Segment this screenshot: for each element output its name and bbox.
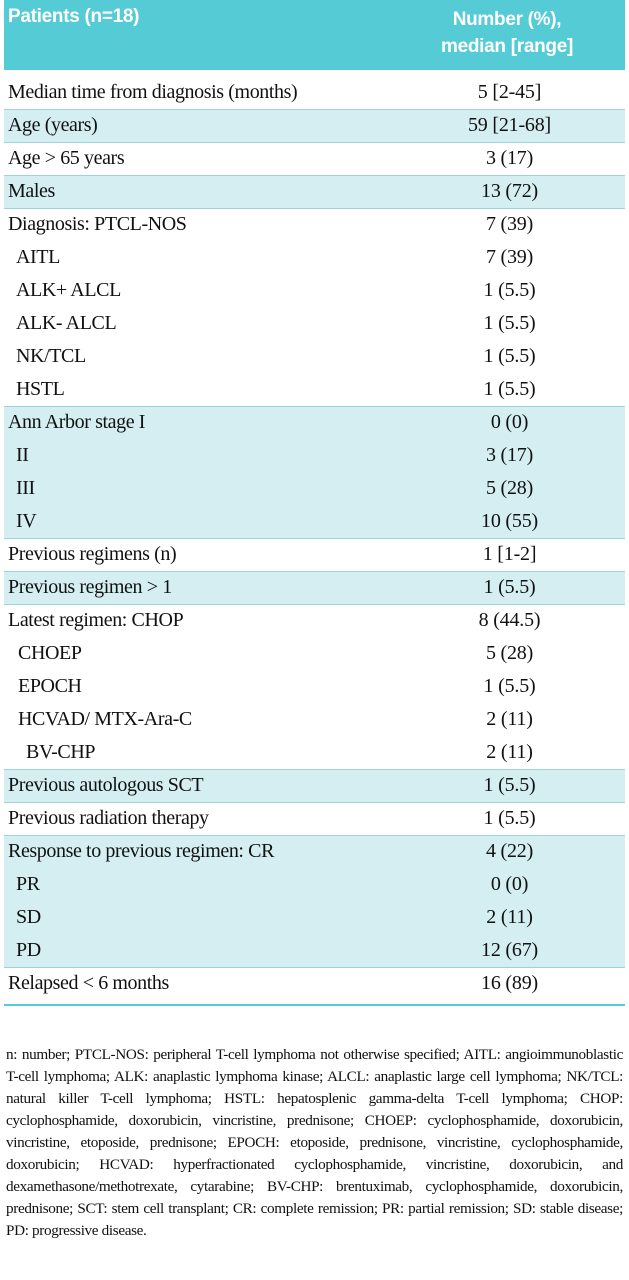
table-row: III 5 (28) xyxy=(4,472,625,505)
row-label: ALK+ ALCL xyxy=(16,279,121,301)
row-value: 1 (5.5) xyxy=(483,774,536,796)
row-label: Previous regimen > 1 xyxy=(8,576,172,598)
row-value: 12 (67) xyxy=(481,939,538,961)
table-row: ALK+ ALCL 1 (5.5) xyxy=(4,274,625,307)
table-footnote: n: number; PTCL-NOS: peripheral T-cell l… xyxy=(6,1046,623,1239)
table-row: AITL 7 (39) xyxy=(4,241,625,274)
row-label: CHOEP xyxy=(18,642,82,664)
table-row: PR 0 (0) xyxy=(4,868,625,901)
row-value: 7 (39) xyxy=(485,246,534,268)
table-row: IV 10 (55) xyxy=(4,505,625,538)
row-label: Previous autologous SCT xyxy=(8,774,204,796)
table-row: HSTL 1 (5.5) xyxy=(4,373,625,406)
row-label: AITL xyxy=(16,246,60,268)
table-row: ALK- ALCL 1 (5.5) xyxy=(4,307,625,340)
table-row: Ann Arbor stage I 0 (0) xyxy=(4,406,625,439)
row-value: 16 (89) xyxy=(481,972,538,994)
row-value: 3 (17) xyxy=(485,147,534,169)
row-label: Previous radiation therapy xyxy=(8,807,209,829)
row-value: 2 (11) xyxy=(486,708,533,730)
table-row: Median time from diagnosis (months) 5 [2-… xyxy=(4,76,625,109)
table-row: CHOEP 5 (28) xyxy=(4,637,625,670)
row-label: III xyxy=(16,477,35,499)
header-patients: Patients (n=18) xyxy=(8,6,140,27)
row-label: SD xyxy=(16,906,41,928)
row-value: 1 (5.5) xyxy=(483,576,536,598)
row-value: 4 (22) xyxy=(485,840,534,862)
row-label: Diagnosis: PTCL-NOS xyxy=(8,213,187,235)
header-number-line: Number (%), xyxy=(452,9,562,30)
row-label: PD xyxy=(16,939,41,961)
table-row: Age (years) 59 [21-68] xyxy=(4,109,625,142)
row-value: 1 (5.5) xyxy=(483,279,536,301)
header-number-median: Number (%), median [range] xyxy=(394,6,620,60)
row-value: 1 (5.5) xyxy=(483,345,536,367)
table-row: Age > 65 years 3 (17) xyxy=(4,142,625,175)
row-value: 5 (28) xyxy=(485,477,534,499)
header-median-line: median [range] xyxy=(441,36,573,57)
row-value: 1 (5.5) xyxy=(483,378,536,400)
row-value: 2 (11) xyxy=(486,741,533,763)
table-row: EPOCH 1 (5.5) xyxy=(4,670,625,703)
row-value: 5 (28) xyxy=(485,642,534,664)
table-row: PD 12 (67) xyxy=(4,934,625,967)
table-row: II 3 (17) xyxy=(4,439,625,472)
table-row: Response to previous regimen: CR 4 (22) xyxy=(4,835,625,868)
table-row: Latest regimen: CHOP 8 (44.5) xyxy=(4,604,625,637)
row-value: 1 (5.5) xyxy=(483,675,536,697)
table-header: Patients (n=18) Number (%), median [rang… xyxy=(4,0,625,70)
row-label: II xyxy=(16,444,29,466)
row-label: Latest regimen: CHOP xyxy=(8,609,184,631)
row-label: Previous regimens (n) xyxy=(8,543,177,565)
row-label: Males xyxy=(8,180,55,202)
row-label: Age (years) xyxy=(8,114,98,136)
row-label: PR xyxy=(16,873,40,895)
row-label: ALK- ALCL xyxy=(16,312,117,334)
row-value: 1 [1-2] xyxy=(482,543,537,565)
row-value: 1 (5.5) xyxy=(483,312,536,334)
table-row: Previous regimen > 1 1 (5.5) xyxy=(4,571,625,604)
table-row: Previous regimens (n) 1 [1-2] xyxy=(4,538,625,571)
row-value: 5 [2-45] xyxy=(477,81,542,103)
row-label: Relapsed < 6 months xyxy=(8,972,169,994)
table-row: Diagnosis: PTCL-NOS 7 (39) xyxy=(4,208,625,241)
row-value: 59 [21-68] xyxy=(468,114,551,136)
row-label: Ann Arbor stage I xyxy=(8,411,146,433)
row-value: 0 (0) xyxy=(490,873,529,895)
row-label: EPOCH xyxy=(18,675,82,697)
row-value: 0 (0) xyxy=(490,411,529,433)
table-row: HCVAD/ MTX-Ara-C 2 (11) xyxy=(4,703,625,736)
row-label: Response to previous regimen: CR xyxy=(8,840,275,862)
row-label: Age > 65 years xyxy=(8,147,125,169)
row-label: NK/TCL xyxy=(16,345,86,367)
row-value: 10 (55) xyxy=(481,510,538,532)
table-row: NK/TCL 1 (5.5) xyxy=(4,340,625,373)
row-value: 13 (72) xyxy=(481,180,538,202)
row-label: IV xyxy=(16,510,37,532)
table-row: Previous autologous SCT 1 (5.5) xyxy=(4,769,625,802)
patient-characteristics-table: Patients (n=18) Number (%), median [rang… xyxy=(4,0,625,1006)
row-value: 2 (11) xyxy=(486,906,533,928)
row-value: 1 (5.5) xyxy=(483,807,536,829)
row-value: 7 (39) xyxy=(485,213,534,235)
table-row: Males 13 (72) xyxy=(4,175,625,208)
row-label: HSTL xyxy=(16,378,65,400)
table-row: SD 2 (11) xyxy=(4,901,625,934)
table-row: Previous radiation therapy 1 (5.5) xyxy=(4,802,625,835)
row-value: 8 (44.5) xyxy=(478,609,541,631)
table-body: Median time from diagnosis (months) 5 [2-… xyxy=(4,76,625,1000)
row-label: BV-CHP xyxy=(26,741,96,763)
table-row: Relapsed < 6 months 16 (89) xyxy=(4,967,625,1000)
row-label: Median time from diagnosis (months) xyxy=(8,81,298,103)
table-row: BV-CHP 2 (11) xyxy=(4,736,625,769)
table-bottom-rule xyxy=(4,1004,625,1006)
row-label: HCVAD/ MTX-Ara-C xyxy=(18,708,192,730)
row-value: 3 (17) xyxy=(485,444,534,466)
